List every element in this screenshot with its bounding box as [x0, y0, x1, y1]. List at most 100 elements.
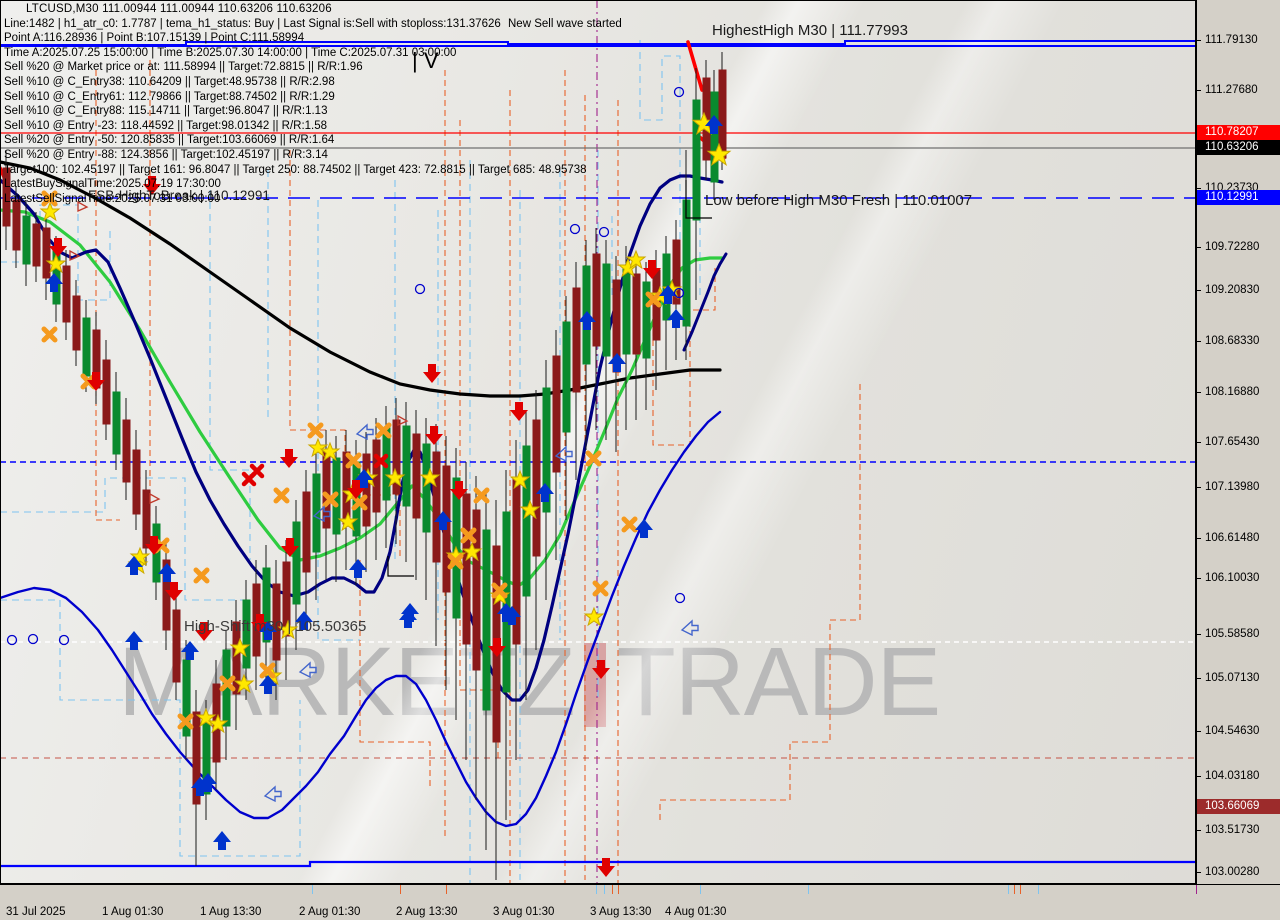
sell-plan-entry-50: Sell %20 @ Entry -50: 120.85835 || Targe…	[4, 134, 335, 147]
object-brackets	[387, 180, 712, 577]
latest-sell-signal-time: LatestSellSignalTime:2025.07.31 03:00:00	[4, 192, 221, 205]
time-tick-label: 2 Aug 13:30	[396, 906, 458, 918]
price-tick-mark	[1197, 776, 1201, 777]
lower-support-blue-line	[0, 860, 1196, 868]
ma-black-line	[0, 160, 722, 398]
price-tick: 107.65430	[1197, 435, 1280, 449]
sell-plan-c-entry61: Sell %10 @ C_Entry61: 112.79866 || Targe…	[4, 90, 335, 103]
status-line: Line:1482 | h1_atr_c0: 1.7787 | tema_h1_…	[4, 17, 501, 30]
signal-markers	[6, 86, 732, 877]
sell-plan-entry-23: Sell %10 @ Entry -23: 118.44592 || Targe…	[4, 119, 328, 132]
sell-plan-c-entry88: Sell %10 @ C_Entry88: 115.14711 || Targe…	[4, 105, 328, 118]
price-tick-mark	[1197, 731, 1201, 732]
price-tick-mark	[1197, 487, 1201, 488]
time-axis[interactable]: 31 Jul 2025 1 Aug 01:30 1 Aug 13:30 2 Aug 0…	[0, 884, 1280, 920]
price-tick: 109.20830	[1197, 283, 1280, 297]
time-marker-orange-5	[1014, 885, 1015, 894]
price-tick: 111.27680	[1197, 83, 1280, 97]
time-marker-cyan-1	[312, 885, 313, 894]
price-tick-label: 108.68330	[1205, 335, 1260, 347]
red-down-arrow-markers	[49, 176, 661, 877]
new-sell-wave-notice: New Sell wave started	[508, 18, 622, 30]
price-tick-mark	[1197, 872, 1201, 873]
crosshair-v-glyph: | V	[412, 48, 439, 73]
price-tick-label: 106.61480	[1205, 532, 1260, 544]
price-tick: 104.03180	[1197, 769, 1280, 783]
price-tick-label: 107.65430	[1205, 436, 1260, 448]
price-tick-mark	[1197, 40, 1201, 41]
price-badge: 110.78207	[1197, 125, 1280, 140]
time-marker-orange-1	[400, 885, 401, 894]
time-marker-orange-6	[1020, 885, 1021, 894]
price-tick: 105.07130	[1197, 671, 1280, 685]
price-badge: 110.12991	[1197, 190, 1280, 205]
annotation-high-shift: High-Shift m30 | 105.50365	[184, 618, 367, 635]
annotation-low-before-high: Low before High M30 Fresh | 110.01007	[705, 192, 973, 209]
annotation-highest-high: HighestHigh M30 | 111.77993	[712, 22, 908, 39]
price-tick-mark	[1197, 578, 1201, 579]
time-marker-orange-2	[446, 885, 447, 894]
price-tick: 104.54630	[1197, 724, 1280, 738]
price-tick: 109.72280	[1197, 240, 1280, 254]
price-tick: 106.10030	[1197, 571, 1280, 585]
price-tick-label: 109.72280	[1205, 241, 1260, 253]
time-marker-cyan-6	[1008, 885, 1009, 894]
sell-plan-entry-88: Sell %20 @ Entry -88: 124.3856 || Target…	[4, 148, 328, 161]
chart-info-header: LTCUSD,M30 111.00944 111.00944 110.63206…	[4, 2, 587, 206]
blue-up-arrow-markers	[45, 115, 723, 850]
price-tick-mark	[1197, 341, 1201, 342]
ma-navy-right-extension	[682, 252, 728, 352]
time-marker-cyan-7	[1038, 885, 1039, 894]
price-tick: 106.61480	[1197, 531, 1280, 545]
time-marker-cyan-3	[604, 885, 605, 894]
hollow-red-flag-markers	[69, 200, 409, 505]
price-tick: 111.79130	[1197, 33, 1280, 47]
time-marker-orange-4	[618, 885, 619, 894]
price-tick-mark	[1197, 188, 1201, 189]
price-tick-mark	[1197, 392, 1201, 393]
symbol-ohlc-line: LTCUSD,M30 111.00944 111.00944 110.63206…	[26, 3, 332, 15]
time-marker-orange-3	[612, 885, 613, 894]
time-marker-cyan-4	[700, 885, 701, 894]
chart-plot-area[interactable]: MARKETZ TRADE	[0, 0, 1196, 884]
hollow-arrow-markers	[263, 423, 699, 803]
times-line: Time A:2025.07.25 15:00:00 | Time B:2025…	[4, 46, 457, 59]
latest-buy-signal-time: LatestBuySignalTime:2025.07.19 17:30:00	[4, 178, 221, 191]
time-marker-cyan-5	[808, 885, 809, 894]
price-badge: 103.66069	[1197, 799, 1280, 814]
price-tick: 108.16880	[1197, 385, 1280, 399]
price-tick-label: 105.07130	[1205, 672, 1260, 684]
time-tick-label: 3 Aug 01:30	[493, 906, 555, 918]
price-tick-label: 108.16880	[1205, 386, 1260, 398]
price-tick-label: 106.10030	[1205, 572, 1260, 584]
price-tick: 107.13980	[1197, 480, 1280, 494]
points-line: Point A:116.28936 | Point B:107.15139 | …	[4, 32, 305, 45]
price-tick-label: 105.58580	[1205, 628, 1260, 640]
price-tick-label: 104.54630	[1205, 725, 1260, 737]
chart-graphics-layer	[0, 0, 1196, 884]
price-tick: 108.68330	[1197, 334, 1280, 348]
time-marker-magenta-1	[1196, 885, 1197, 894]
targets-line: Target100: 102.45197 || Target 161: 96.8…	[4, 163, 587, 176]
price-tick: 103.00280	[1197, 865, 1280, 879]
open-order-circle-markers	[6, 86, 686, 646]
time-tick-label: 4 Aug 01:30	[665, 906, 727, 918]
time-tick-label: 1 Aug 01:30	[102, 906, 164, 918]
time-tick-label: 2 Aug 01:30	[299, 906, 361, 918]
price-axis[interactable]: 111.79130 111.27680 110.23730 109.72280 109.…	[1196, 0, 1280, 884]
time-tick-label: 31 Jul 2025	[6, 906, 66, 918]
highest-high-step-line	[0, 40, 1196, 46]
price-tick-mark	[1197, 442, 1201, 443]
price-tick-label: 103.00280	[1205, 866, 1260, 878]
time-tick-label: 1 Aug 13:30	[200, 906, 262, 918]
price-tick-mark	[1197, 830, 1201, 831]
time-tick-label: 3 Aug 13:30	[590, 906, 652, 918]
price-tick-label: 111.27680	[1205, 84, 1258, 96]
sell-plan-market: Sell %20 @ Market price or at: 111.58994…	[4, 61, 363, 74]
price-tick-mark	[1197, 90, 1201, 91]
price-tick-label: 109.20830	[1205, 284, 1260, 296]
red-cross-markers	[241, 453, 389, 487]
price-tick: 105.58580	[1197, 627, 1280, 641]
price-tick-label: 104.03180	[1205, 770, 1260, 782]
